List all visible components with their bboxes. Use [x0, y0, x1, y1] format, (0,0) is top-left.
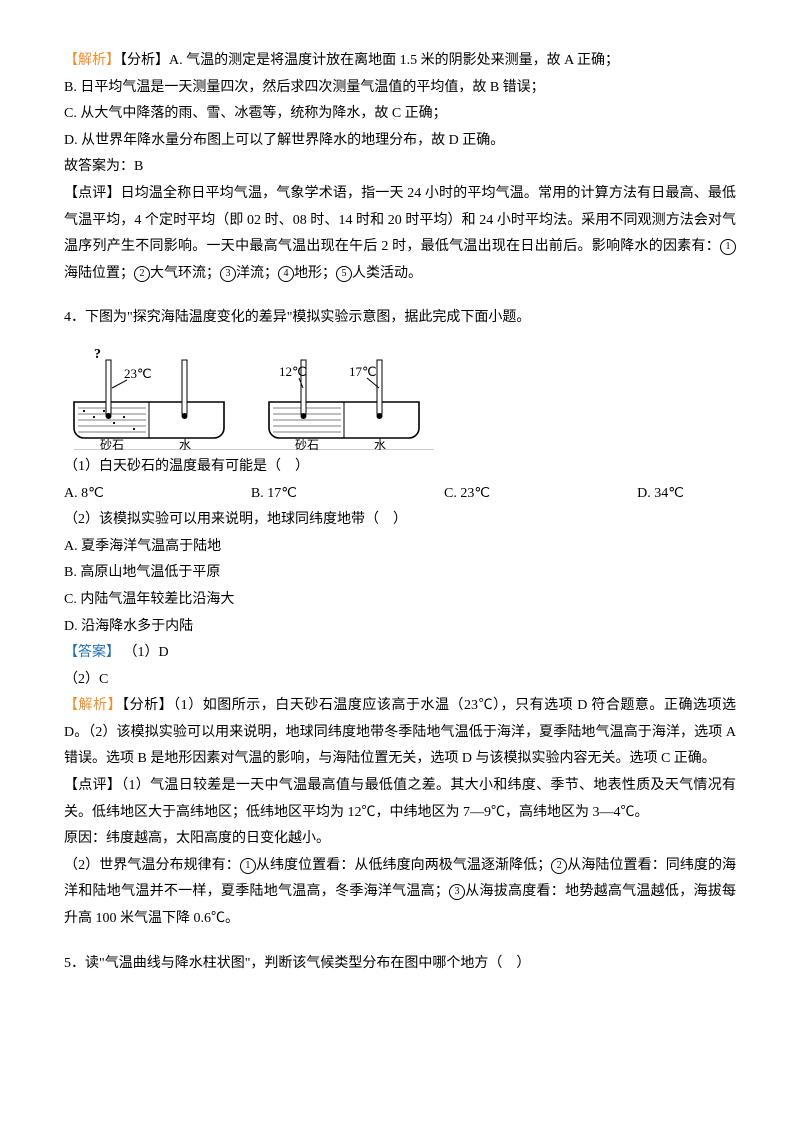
- tray-left: ? 23℃: [74, 347, 224, 438]
- q4-stem: 4．下图为"探究海陆温度变化的差异"模拟实验示意图，据此完成下面小题。: [64, 305, 736, 332]
- label-water-2: 水: [374, 438, 386, 450]
- q3-comment: 【点评】日均温全称日平均气温，气象学术语，指一天 24 小时的平均气温。常用的计…: [64, 181, 736, 287]
- q4-diagram: ? 23℃ 12℃ 17℃ 砂石 水 砂石 水: [64, 340, 736, 450]
- q4-answer-1: 【答案】 （1）D: [64, 640, 736, 667]
- label-dianping: 【点评】: [64, 778, 121, 793]
- q4-sub1-stem: （1）白天砂石的温度最有可能是（ ）: [64, 454, 736, 481]
- q4-comment1: 【点评】（1）气温日较差是一天中气温最高值与最低值之差。其大小和纬度、季节、地表…: [64, 773, 736, 826]
- q4-analysis: 【解析】【分析】（1）如图所示，白天砂石温度应该高于水温（23℃），只有选项 D…: [64, 693, 736, 773]
- q3-analysis-b: B. 日平均气温是一天测量四次，然后求四次测量气温值的平均值，故 B 错误；: [64, 75, 736, 102]
- temp-17: 17℃: [349, 364, 377, 379]
- temp-12: 12℃: [279, 364, 307, 379]
- opt-d: D. 34℃: [637, 481, 684, 508]
- label-sand-2: 砂石: [295, 438, 319, 450]
- label-fenxi: 【分析】: [120, 53, 169, 68]
- q5-number: 5．: [64, 956, 85, 971]
- label-dianping: 【点评】: [64, 186, 121, 201]
- q4-comment2: （2）世界气温分布规律有：1从纬度位置看：从低纬度向两极气温逐渐降低；2从海陆位…: [64, 853, 736, 933]
- circled-4: 4: [278, 266, 294, 282]
- q4-sub1-options: A. 8℃ B. 17℃ C. 23℃ D. 34℃: [64, 481, 684, 508]
- q4-answer-2: （2）C: [64, 667, 736, 694]
- opt-c: C. 23℃: [444, 481, 490, 508]
- thermo-q: ?: [94, 347, 101, 362]
- circled-5: 5: [336, 266, 352, 282]
- label-answer: 【答案】: [64, 645, 120, 660]
- q4-number: 4．: [64, 310, 85, 325]
- opt-a: A. 8℃: [64, 481, 104, 508]
- label-water-1: 水: [179, 438, 191, 450]
- q3-answer: 故答案为：B: [64, 154, 736, 181]
- q4-sub2-d: D. 沿海降水多于内陆: [64, 614, 736, 641]
- q4-sub2-a: A. 夏季海洋气温高于陆地: [64, 534, 736, 561]
- q3-analysis-a: 【解析】【分析】A. 气温的测定是将温度计放在离地面 1.5 米的阴影处来测量，…: [64, 48, 736, 75]
- label-jiexi: 【解析】: [64, 53, 120, 68]
- circled-3: 3: [220, 266, 236, 282]
- label-fenxi: 【分析】: [122, 698, 173, 713]
- opt-b: B. 17℃: [251, 481, 297, 508]
- label-sand-1: 砂石: [100, 438, 124, 450]
- circled-1: 1: [720, 239, 736, 255]
- tray-right: 12℃ 17℃: [269, 360, 419, 438]
- q5-stem: 5．读"气温曲线与降水柱状图"，判断该气候类型分布在图中哪个地方（ ）: [64, 951, 736, 978]
- q3-analysis-c: C. 从大气中降落的雨、雪、冰雹等，统称为降水，故 C 正确；: [64, 101, 736, 128]
- q4-sub2-c: C. 内陆气温年较差比沿海大: [64, 587, 736, 614]
- label-jiexi: 【解析】: [64, 698, 122, 713]
- circled-2: 2: [551, 858, 567, 874]
- q4-sub2-stem: （2）该模拟实验可以用来说明，地球同纬度地带（ ）: [64, 507, 736, 534]
- q4-sub2-b: B. 高原山地气温低于平原: [64, 560, 736, 587]
- q3-analysis-d: D. 从世界年降水量分布图上可以了解世界降水的地理分布，故 D 正确。: [64, 128, 736, 155]
- temp-23: 23℃: [124, 366, 152, 381]
- circled-1: 1: [240, 858, 256, 874]
- circled-2: 2: [134, 266, 150, 282]
- q4-comment-reason: 原因：纬度越高，太阳高度的日变化越小。: [64, 826, 736, 853]
- circled-3: 3: [449, 884, 465, 900]
